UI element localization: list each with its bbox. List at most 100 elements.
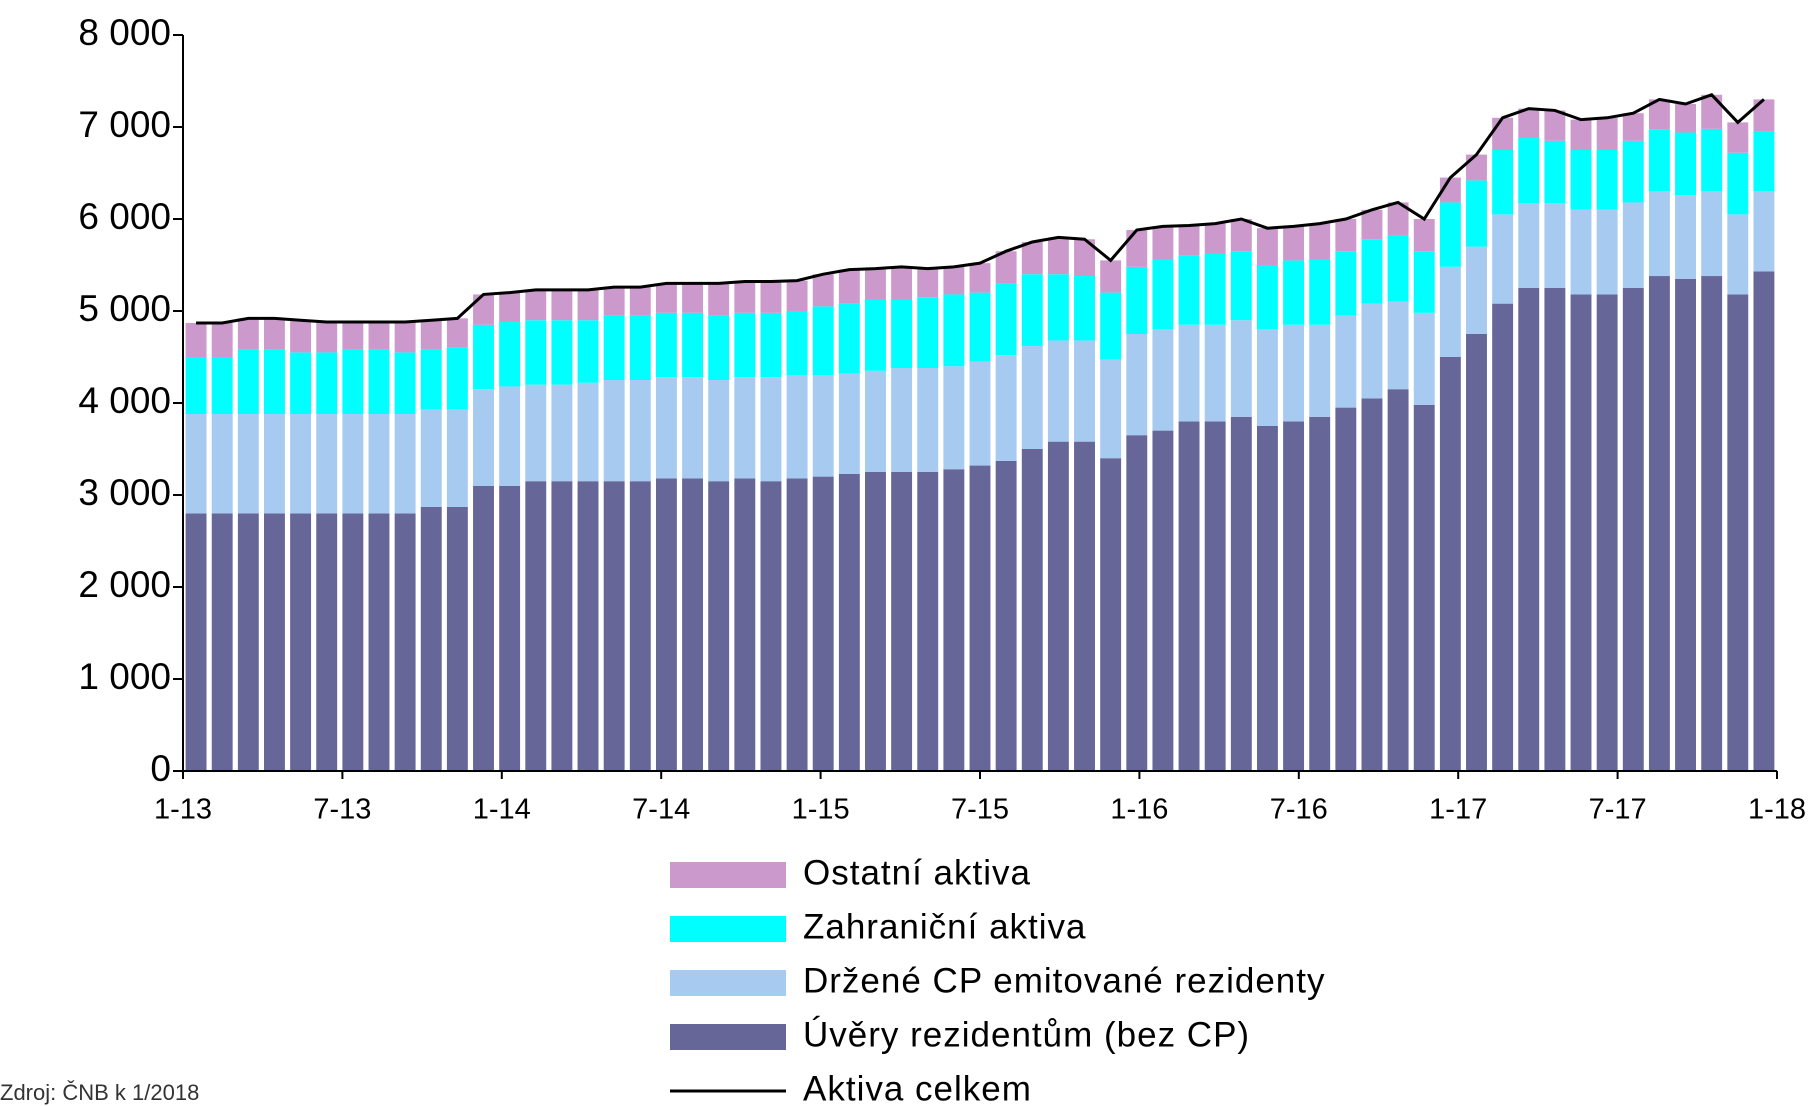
y-tick-label: 0 (150, 748, 171, 789)
bar-segment (1230, 219, 1252, 252)
bar-segment (1126, 266, 1148, 334)
y-tick-label: 1 000 (78, 656, 171, 697)
legend-label: Ostatní aktiva (803, 853, 1031, 892)
bar-segment (1622, 140, 1644, 203)
bar-segment (1413, 404, 1435, 771)
bar-segment (264, 513, 285, 771)
bar-segment (420, 409, 442, 507)
bar-segment (865, 299, 886, 371)
bar-segment (1047, 237, 1069, 275)
bar-segment (1126, 230, 1148, 267)
bar-segment (525, 481, 547, 771)
bar-segment (995, 251, 1017, 284)
bar-segment (1466, 154, 1487, 181)
bar-segment (708, 283, 730, 316)
bar-segment (368, 322, 390, 350)
bar-segment (603, 287, 625, 316)
bar-segment (1256, 426, 1278, 771)
bar-segment (1466, 246, 1487, 334)
bar-segment (838, 269, 860, 304)
bar-segment (786, 311, 808, 376)
bar-segment (1152, 430, 1174, 771)
bar-segment (760, 312, 782, 378)
bar-segment (499, 292, 521, 323)
bar-segment (708, 380, 730, 482)
bar-segment (185, 322, 207, 357)
bar-segment (760, 281, 782, 313)
bar-segment (1518, 288, 1540, 771)
bar-segment (1466, 180, 1487, 247)
bar-segment (1361, 209, 1383, 240)
x-tick-label: 7-13 (313, 794, 371, 826)
bar-segment (446, 506, 468, 771)
bar-segment (1753, 271, 1775, 771)
bar-segment (316, 322, 338, 353)
bar-segment (1675, 195, 1696, 279)
bar-segment (1570, 294, 1592, 771)
bar-segment (1622, 288, 1644, 771)
bar-segment (420, 506, 442, 771)
bar-segment (1544, 110, 1566, 141)
bar-segment (1439, 266, 1461, 357)
bar-segment (1648, 191, 1670, 277)
bar-segment (342, 349, 364, 415)
bar-segment (290, 414, 312, 514)
bar-segment (734, 281, 756, 313)
bar-segment (1622, 202, 1644, 288)
bar-segment (1178, 255, 1200, 325)
bar-segment (1256, 329, 1278, 426)
bar-segment (1570, 119, 1592, 150)
bar-segment (577, 320, 599, 383)
bar-segment (1544, 203, 1566, 288)
bar-segment (655, 377, 677, 479)
bar-segment (1021, 242, 1043, 275)
legend-label: Držené CP emitované rezidenty (803, 961, 1326, 1000)
bar-segment (1492, 303, 1514, 771)
legend-swatch (670, 970, 786, 996)
bar-segment (760, 481, 782, 771)
bar-segment (682, 312, 704, 378)
legend-label: Aktiva celkem (803, 1069, 1032, 1106)
source: Zdroj: ČNB k 1/2018 (0, 1080, 199, 1105)
bar-segment (1701, 128, 1723, 192)
bar-segment (211, 513, 233, 771)
bar-segment (1570, 150, 1592, 210)
x-tick-label: 1-13 (154, 794, 212, 826)
bar-segment (1466, 334, 1487, 771)
bar-segment (786, 280, 808, 311)
y-tick-label: 2 000 (78, 564, 171, 605)
bar-segment (1204, 223, 1226, 254)
bar-segment (891, 266, 913, 300)
bar-segment (473, 389, 494, 486)
total-line (196, 93, 1765, 325)
bar-segment (917, 268, 939, 298)
bar-segment (1675, 104, 1696, 133)
bar-segment (446, 318, 468, 348)
x-tick-label: 1-18 (1748, 794, 1806, 826)
bar-segment (1204, 421, 1226, 771)
bar-segment (1518, 108, 1540, 139)
bar-segment (943, 294, 965, 367)
bar-segment (368, 513, 390, 771)
bar-segment (1622, 113, 1644, 141)
bar-segment (760, 377, 782, 482)
bar-segment (1753, 191, 1775, 272)
x-tick-label: 1-17 (1429, 794, 1487, 826)
bar-segment (865, 268, 886, 300)
bar-segment (1100, 458, 1122, 771)
bar-segment (1492, 150, 1514, 215)
bar-segment (394, 322, 416, 353)
bar-segment (1492, 214, 1514, 304)
bar-segment (1256, 265, 1278, 330)
bar-segment (1727, 122, 1749, 153)
x-tick-label: 1-15 (792, 794, 850, 826)
bar-segment (1701, 94, 1723, 129)
bar-segment (185, 357, 207, 415)
x-tick-label: 7-16 (1270, 794, 1328, 826)
bar-segment (865, 472, 886, 771)
bar-segment (499, 386, 521, 486)
bar-segment (1596, 294, 1618, 771)
bar-segment (211, 322, 233, 357)
bar-segment (525, 384, 547, 482)
